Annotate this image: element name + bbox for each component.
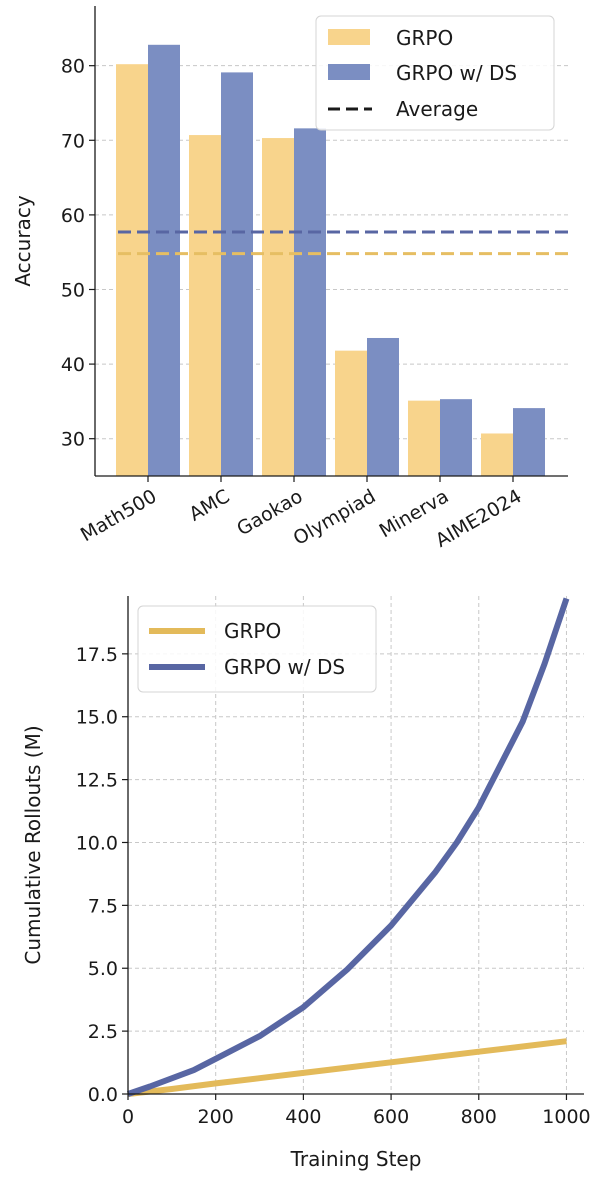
chart2-legend-label-grpo: GRPO — [224, 619, 281, 643]
bar-grpo-w-ds-math500 — [148, 44, 180, 477]
bar-grpo-aime2024 — [481, 433, 513, 476]
chart1-x-tick-label-amc: AMC — [186, 485, 234, 525]
chart2-y-axis-label: Cumulative Rollouts (M) — [21, 725, 45, 964]
chart2-y-tick-label-7-5: 7.5 — [88, 895, 118, 917]
chart1-average-lines — [118, 230, 568, 256]
chart2-x-ticks: 0 200 400 600 800 1000 — [122, 1094, 591, 1128]
chart2-legend-frame — [137, 605, 377, 693]
bar-grpo-w-ds-aime2024 — [513, 408, 545, 476]
chart2-x-tick-label-400: 400 — [285, 1106, 321, 1128]
legend-label-grpo: GRPO — [396, 26, 453, 50]
chart2-y-tick-label-17-5: 17.5 — [76, 644, 118, 666]
bar-grpo-w-ds-olympiad — [367, 337, 399, 476]
chart2-axes — [127, 596, 584, 1095]
chart1-y-tick-label-80: 80 — [61, 56, 85, 78]
chart2-legend: GRPO GRPO w/ DS — [137, 605, 377, 693]
chart1-legend: GRPO GRPO w/ DS Average — [315, 15, 555, 131]
chart2-x-tick-label-200: 200 — [198, 1106, 234, 1128]
bar-grpo-minerva — [408, 400, 440, 476]
chart1-y-tick-label-50: 50 — [61, 279, 85, 301]
legend-swatch-grpo-w-ds — [328, 64, 370, 80]
chart2-series-lines — [127, 597, 570, 1097]
chart2-y-ticks: 0.0 2.5 5.0 7.5 10.0 12.5 15.0 17.5 — [76, 644, 128, 1106]
chart2-x-tick-label-800: 800 — [461, 1106, 497, 1128]
chart2-y-tick-label-5-0: 5.0 — [88, 958, 118, 980]
chart2-legend-label-grpo-w-ds: GRPO w/ DS — [224, 655, 345, 679]
chart1-y-tick-label-60: 60 — [61, 205, 85, 227]
rollouts-line-chart: 0.0 2.5 5.0 7.5 10.0 12.5 15.0 17.5 0 200 400 600 8… — [21, 596, 591, 1171]
line-grpo — [127, 1038, 567, 1097]
chart1-x-tick-label-olympiad: Olympiad — [290, 485, 380, 550]
bar-grpo-olympiad — [335, 350, 367, 476]
chart1-y-tick-label-70: 70 — [61, 130, 85, 152]
chart1-y-ticks: 30 40 50 60 70 80 — [61, 56, 95, 451]
bar-grpo-w-ds-amc — [221, 72, 253, 477]
line-grpo-w-ds — [127, 597, 570, 1097]
chart2-y-tick-label-0-0: 0.0 — [88, 1084, 118, 1106]
chart2-x-axis-label: Training Step — [290, 1147, 422, 1171]
chart1-y-tick-label-30: 30 — [61, 429, 85, 451]
chart2-y-tick-label-10-0: 10.0 — [76, 832, 118, 854]
bar-grpo-amc — [189, 135, 221, 477]
chart1-bars — [116, 44, 545, 477]
chart1-x-tick-label-math500: Math500 — [77, 485, 161, 546]
legend-swatch-grpo — [328, 29, 370, 45]
bar-grpo-math500 — [116, 64, 148, 476]
chart2-y-tick-label-15-0: 15.0 — [76, 707, 118, 729]
chart1-axes — [94, 6, 568, 477]
chart2-x-tick-label-1000: 1000 — [542, 1106, 590, 1128]
chart1-legend-frame — [315, 15, 555, 131]
bar-grpo-gaokao — [262, 138, 294, 477]
legend-label-grpo-w-ds: GRPO w/ DS — [396, 61, 517, 85]
bar-grpo-w-ds-gaokao — [294, 128, 326, 476]
chart2-x-tick-label-0: 0 — [122, 1106, 134, 1128]
chart2-x-tick-label-600: 600 — [373, 1106, 409, 1128]
chart1-y-axis-label: Accuracy — [11, 195, 35, 286]
chart2-y-tick-label-12-5: 12.5 — [76, 770, 118, 792]
bar-grpo-w-ds-minerva — [440, 399, 472, 476]
chart2-y-tick-label-2-5: 2.5 — [88, 1021, 118, 1043]
legend-label-average: Average — [396, 97, 478, 121]
chart1-y-tick-label-40: 40 — [61, 354, 85, 376]
